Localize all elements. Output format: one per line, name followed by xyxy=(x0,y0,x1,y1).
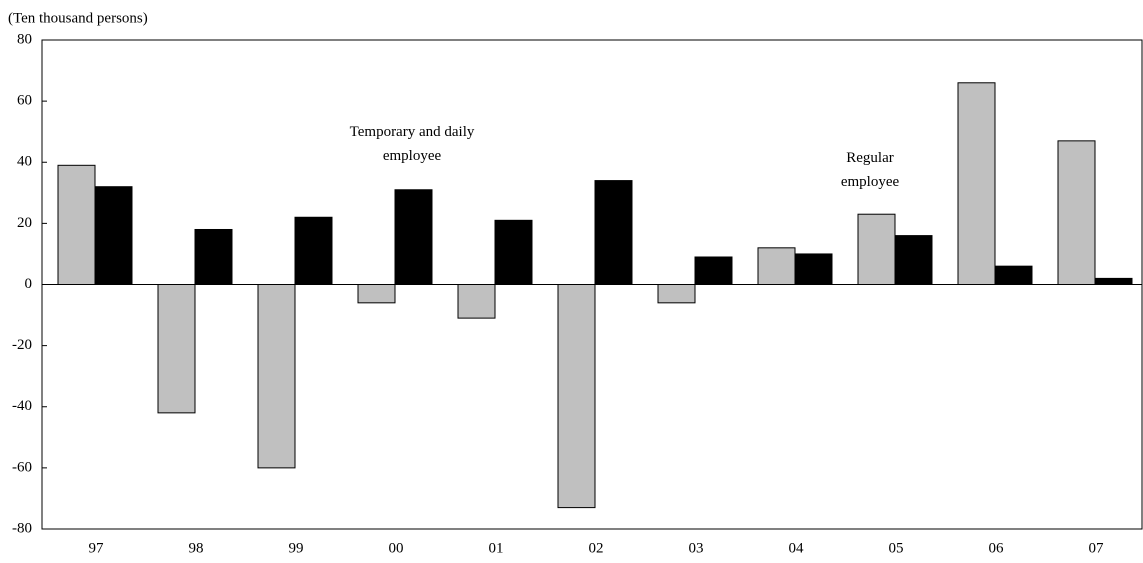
x-tick-label: 97 xyxy=(89,540,105,556)
bar xyxy=(857,213,896,285)
y-tick-label: -80 xyxy=(12,520,32,536)
bar xyxy=(94,186,133,285)
y-tick-label: 20 xyxy=(17,215,32,231)
bar xyxy=(157,284,196,414)
bar xyxy=(557,284,596,509)
x-tick-label: 04 xyxy=(789,540,805,556)
y-tick-label: -40 xyxy=(12,398,32,414)
annotation-line: Temporary and daily xyxy=(350,124,475,140)
bar xyxy=(494,219,533,286)
x-tick-label: 01 xyxy=(489,540,504,556)
bar xyxy=(257,284,296,469)
bar xyxy=(57,164,96,285)
x-tick-label: 07 xyxy=(1089,540,1105,556)
y-tick-label: 40 xyxy=(17,154,32,170)
bar xyxy=(994,265,1033,286)
bar xyxy=(194,228,233,286)
bar xyxy=(1057,140,1096,285)
annotation-line: Regular xyxy=(846,150,893,166)
y-tick-label: 60 xyxy=(17,93,32,109)
x-tick-label: 00 xyxy=(389,540,404,556)
y-axis-label: (Ten thousand persons) xyxy=(8,10,148,26)
y-tick-label: 0 xyxy=(25,276,33,292)
bar xyxy=(694,256,733,285)
bar xyxy=(294,216,333,285)
bar xyxy=(1094,277,1133,286)
bar xyxy=(457,284,496,319)
annotation-line: employee xyxy=(383,148,442,164)
annotation: Temporary and daily employee xyxy=(350,124,475,164)
bar xyxy=(794,253,833,285)
y-tick-label: -60 xyxy=(12,459,32,475)
annotation-line: employee xyxy=(841,174,900,190)
bar xyxy=(757,247,796,285)
x-tick-label: 06 xyxy=(989,540,1005,556)
x-tick-label: 99 xyxy=(289,540,304,556)
annotation: Regular employee xyxy=(841,150,900,190)
x-tick-label: 98 xyxy=(189,540,204,556)
x-tick-label: 02 xyxy=(589,540,604,556)
y-tick-label: -20 xyxy=(12,337,32,353)
x-tick-label: 03 xyxy=(689,540,704,556)
x-tick-label: 05 xyxy=(889,540,904,556)
bar xyxy=(957,82,996,285)
bar xyxy=(357,284,396,304)
bar xyxy=(594,180,633,285)
bar xyxy=(394,189,433,286)
bar xyxy=(894,235,933,286)
bar xyxy=(657,284,696,304)
y-tick-label: 80 xyxy=(17,31,32,47)
